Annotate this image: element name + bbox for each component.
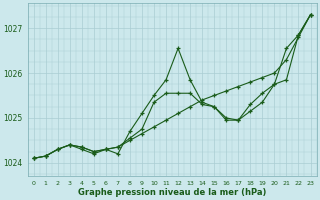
X-axis label: Graphe pression niveau de la mer (hPa): Graphe pression niveau de la mer (hPa) (78, 188, 266, 197)
